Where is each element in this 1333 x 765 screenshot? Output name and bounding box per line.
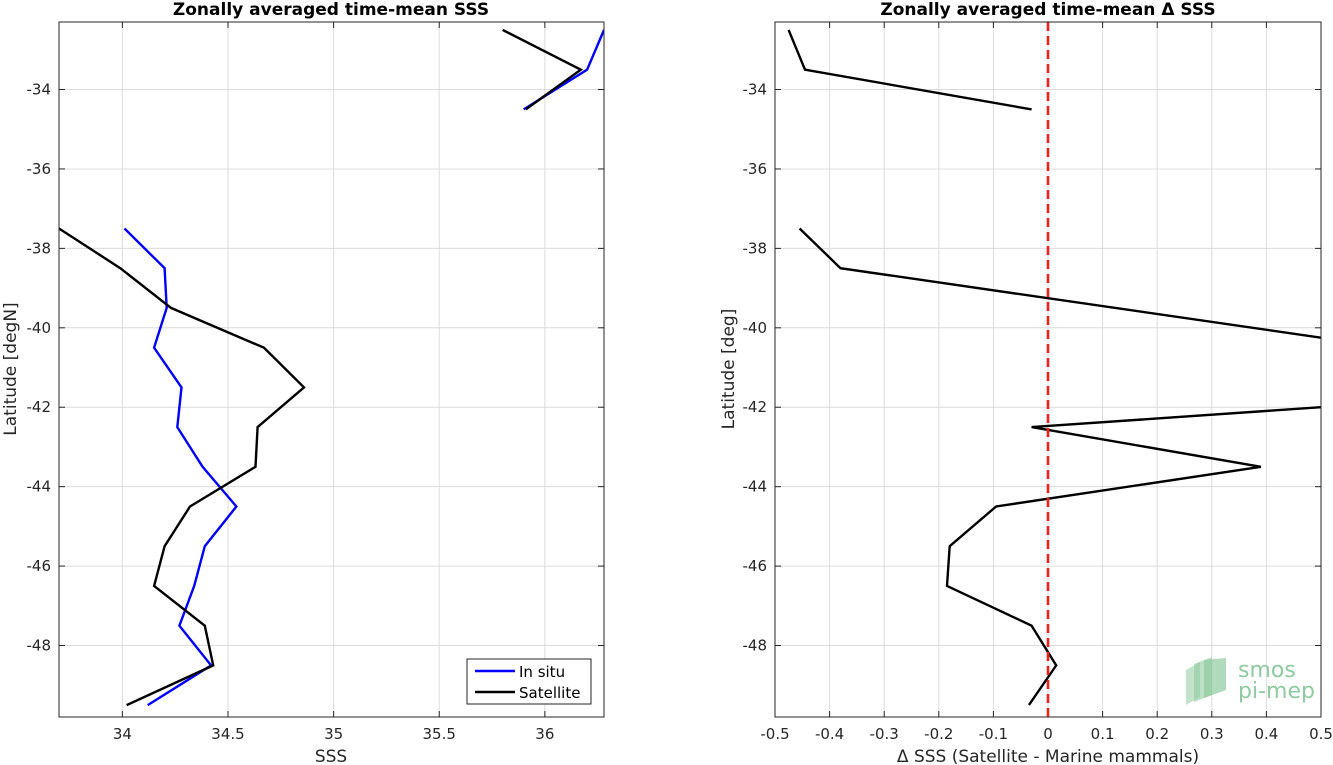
plot-area [787, 22, 1321, 717]
y-tick-label: -48 [27, 637, 52, 655]
y-axis-label: Latitude [deg] [719, 309, 739, 430]
x-tick-label: 36 [535, 725, 554, 743]
x-tick-label: 0.4 [1254, 725, 1278, 743]
x-tick-label: 0.2 [1145, 725, 1169, 743]
x-tick-label: 35 [324, 725, 343, 743]
y-tick-label: -44 [27, 478, 52, 496]
x-tick-label: 0.1 [1091, 725, 1115, 743]
y-tick-label: -34 [27, 81, 52, 99]
x-tick-label: -0.2 [924, 725, 953, 743]
y-tick-label: -40 [743, 319, 768, 337]
axes-box [774, 21, 1322, 718]
legend: In situ Satellite [466, 658, 592, 705]
series-line-delta-sss [798, 227, 1321, 339]
y-tick-label: -48 [743, 637, 768, 655]
y-tick-label: -42 [27, 398, 52, 416]
grid [59, 22, 604, 717]
y-tick-label: -46 [27, 557, 52, 575]
x-tick-label: 34.5 [211, 725, 244, 743]
x-tick-label: 0.3 [1200, 725, 1224, 743]
legend-label-satellite: Satellite [519, 684, 580, 702]
logo-text-smos: smos [1238, 658, 1296, 683]
sss-chart: Zonally averaged time-mean SSS 34 34.5 35 3… [1, 0, 605, 765]
x-tick-label: 0.5 [1309, 725, 1333, 743]
series-line-satellite [59, 227, 306, 707]
y-tick-label: -36 [27, 160, 52, 178]
y-tick-label: -46 [743, 557, 768, 575]
x-tick-label: -0.3 [870, 725, 899, 743]
y-tick-label: -38 [27, 239, 52, 257]
y-tick-label: -38 [743, 239, 768, 257]
series-line-delta-sss [787, 29, 1032, 111]
logo-text-pi-mep: pi-mep [1238, 679, 1315, 704]
legend-box [466, 658, 592, 705]
y-tick-label: -40 [27, 319, 52, 337]
legend-label-in-situ: In situ [519, 663, 565, 681]
x-tick-label: 0 [1043, 725, 1053, 743]
y-tick-label: -42 [743, 398, 768, 416]
smos-pi-mep-logo: smos pi-mep [1186, 657, 1315, 705]
y-tick-label: -44 [743, 478, 768, 496]
series-line-in-situ [123, 227, 238, 707]
x-tick-label: -0.1 [979, 725, 1008, 743]
logo-mark-icon [1186, 657, 1226, 705]
tick-labels: -0.5 -0.4 -0.3 -0.2 -0.1 0 0.1 0.2 0.3 0.4 0.5 -48 -… [743, 81, 1333, 743]
chart-title: Zonally averaged time-mean SSS [173, 0, 489, 20]
x-tick-label: -0.5 [760, 725, 789, 743]
series-line-satellite [502, 28, 584, 111]
chart-title: Zonally averaged time-mean Δ SSS [880, 0, 1215, 20]
delta-sss-chart: Zonally averaged time-mean Δ SSS -0.5 -0.… [719, 0, 1333, 765]
y-tick-label: -36 [743, 160, 768, 178]
axes-box [58, 21, 605, 718]
y-axis-label: Latitude [degN] [1, 302, 21, 435]
series-line-in-situ [523, 29, 604, 111]
tick-labels: 34 34.5 35 35.5 36 -48 -46 -44 -42 -40 -38 -36 -34 [27, 81, 555, 743]
y-tick-label: -34 [743, 81, 768, 99]
x-tick-label: -0.4 [815, 725, 844, 743]
x-axis-label: Δ SSS (Satellite - Marine mammals) [897, 747, 1199, 765]
x-axis-label: SSS [315, 747, 347, 765]
plot-area [59, 28, 604, 707]
x-tick-label: 34 [113, 725, 132, 743]
x-tick-label: 35.5 [423, 725, 456, 743]
